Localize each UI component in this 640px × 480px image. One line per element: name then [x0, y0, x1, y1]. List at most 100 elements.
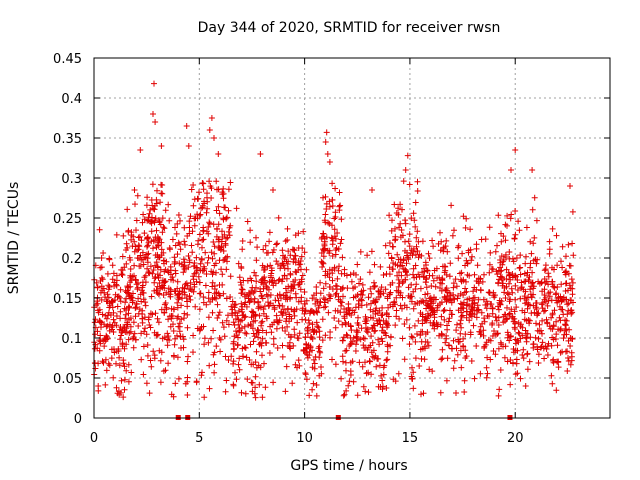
data-point	[562, 322, 569, 329]
data-point	[346, 310, 353, 317]
data-point	[215, 186, 222, 193]
data-point	[201, 335, 208, 342]
data-point	[399, 294, 406, 301]
data-point	[331, 226, 338, 233]
data-point	[517, 375, 524, 382]
data-point	[252, 394, 259, 401]
data-point	[359, 363, 366, 370]
data-point	[512, 371, 519, 378]
data-point	[387, 333, 394, 340]
data-point	[131, 238, 138, 245]
data-point	[198, 256, 205, 263]
data-point	[443, 237, 450, 244]
data-point	[128, 229, 135, 236]
data-point	[286, 311, 293, 318]
data-point	[165, 201, 172, 208]
data-point	[369, 353, 376, 360]
data-point	[375, 355, 382, 362]
data-point	[238, 282, 245, 288]
data-point	[211, 250, 218, 257]
data-point	[531, 194, 538, 201]
data-point	[201, 394, 208, 401]
data-point	[535, 351, 542, 358]
data-point	[171, 306, 178, 313]
data-point	[213, 178, 220, 185]
data-point	[419, 345, 426, 352]
data-point	[247, 321, 254, 328]
data-point	[539, 317, 546, 324]
data-point	[339, 353, 346, 360]
data-point	[125, 336, 132, 343]
data-point	[384, 348, 391, 355]
data-point	[177, 217, 183, 224]
data-point	[252, 311, 259, 318]
data-point	[248, 308, 255, 315]
data-point	[209, 283, 216, 290]
data-point	[243, 330, 250, 337]
data-point	[383, 332, 390, 339]
data-point	[144, 352, 151, 359]
data-point	[214, 301, 221, 308]
data-point	[256, 303, 263, 310]
data-point	[404, 272, 411, 279]
data-point	[127, 295, 134, 302]
data-point	[527, 291, 534, 298]
data-point	[370, 347, 377, 354]
data-point	[446, 315, 453, 322]
data-point	[190, 332, 197, 339]
data-point	[457, 347, 464, 354]
data-point	[146, 390, 153, 397]
data-point	[284, 237, 291, 243]
data-point	[365, 389, 372, 396]
data-point	[343, 387, 350, 394]
data-point	[338, 375, 345, 382]
data-point	[310, 292, 317, 299]
data-point	[507, 381, 514, 388]
data-point	[429, 309, 436, 316]
data-point	[216, 309, 223, 316]
data-point	[437, 247, 444, 254]
data-point	[374, 317, 380, 324]
data-point	[371, 261, 378, 268]
data-point	[477, 275, 484, 282]
data-point	[411, 322, 418, 329]
data-point	[193, 254, 200, 261]
data-point	[532, 334, 539, 341]
data-point	[569, 309, 576, 316]
data-point	[378, 372, 385, 379]
data-point	[474, 302, 481, 309]
data-point	[174, 220, 181, 227]
data-point	[259, 327, 266, 334]
data-point	[134, 286, 141, 293]
data-point	[433, 265, 440, 272]
data-point	[377, 263, 384, 270]
data-point	[443, 335, 450, 342]
data-point	[358, 288, 365, 295]
data-point	[143, 331, 150, 338]
data-point	[310, 380, 317, 387]
data-point	[263, 283, 270, 290]
data-point	[553, 331, 560, 338]
data-point	[106, 362, 113, 369]
data-point	[293, 294, 300, 301]
data-point	[98, 324, 104, 331]
data-point	[337, 240, 344, 247]
data-point	[453, 345, 460, 352]
y-tick-label: 0.45	[53, 52, 82, 67]
data-point	[130, 344, 137, 351]
data-point	[469, 253, 475, 260]
data-point	[403, 260, 410, 267]
data-point	[303, 266, 310, 273]
data-point	[282, 238, 289, 245]
data-point	[254, 244, 261, 251]
data-point	[279, 324, 286, 331]
data-point	[432, 283, 439, 290]
data-point	[322, 139, 329, 145]
data-point	[485, 289, 492, 296]
data-point	[154, 263, 161, 270]
data-point	[438, 356, 445, 363]
data-point	[183, 123, 190, 129]
data-point	[359, 281, 366, 288]
data-point	[465, 249, 472, 256]
data-point	[313, 392, 320, 399]
